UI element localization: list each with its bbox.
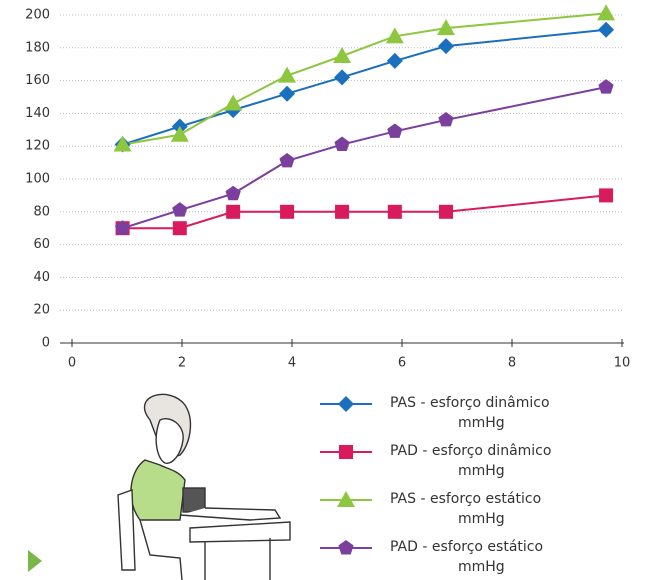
- y-tick-label: 200: [25, 8, 50, 23]
- x-tick-label: 4: [288, 356, 296, 371]
- marker: [337, 491, 355, 507]
- marker: [279, 85, 296, 102]
- marker: [387, 204, 402, 219]
- marker: [597, 4, 616, 21]
- series-line: [122, 86, 607, 230]
- x-tick-label: 8: [508, 356, 516, 371]
- marker: [335, 204, 350, 219]
- marker: [438, 38, 454, 55]
- x-tick-label: 2: [178, 356, 186, 371]
- marker: [387, 123, 403, 138]
- y-tick-label: 100: [25, 172, 50, 187]
- legend-swatch: [320, 540, 372, 555]
- y-tick-label: 0: [42, 336, 50, 351]
- marker: [386, 52, 403, 69]
- marker: [226, 204, 241, 219]
- marker: [598, 21, 615, 38]
- y-tick-label: 120: [25, 139, 50, 154]
- y-tick-label: 40: [33, 270, 50, 285]
- marker: [385, 27, 404, 44]
- y-tick-label: 140: [25, 106, 50, 121]
- marker: [333, 47, 352, 63]
- marker: [598, 79, 614, 94]
- y-tick-label: 160: [25, 73, 50, 88]
- legend-swatch: [320, 396, 372, 412]
- series-line: [122, 194, 607, 230]
- marker: [437, 19, 455, 36]
- y-tick-label: 60: [33, 237, 50, 252]
- legend-label: PAD - esforço estático mmHg: [390, 539, 544, 575]
- marker: [170, 125, 189, 142]
- marker: [114, 220, 131, 235]
- chart: 0 20 40 60 80 100 120 140 160 180 200 0 2 4 6 8 10: [25, 4, 631, 371]
- marker: [439, 204, 453, 219]
- marker: [279, 152, 295, 168]
- legend-label: PAS - esforço estático mmHg: [390, 491, 542, 527]
- legend-item: PAD - esforço estático mmHg: [318, 537, 638, 580]
- marker: [599, 188, 614, 203]
- x-tick-label: 6: [398, 356, 406, 371]
- legend-label: PAS - esforço dinâmico mmHg: [390, 395, 550, 431]
- marker: [278, 66, 297, 83]
- legend-swatch: [320, 445, 372, 459]
- marker: [280, 204, 295, 219]
- marker: [224, 94, 243, 111]
- legend-swatch: [320, 491, 372, 507]
- legend-item: PAS - esforço estático mmHg: [318, 489, 638, 533]
- marker: [225, 185, 241, 201]
- marker: [338, 540, 354, 555]
- marker: [113, 135, 132, 152]
- series-line: [122, 12, 607, 146]
- marker: [334, 136, 350, 152]
- marker: [172, 202, 188, 217]
- y-tick-label: 180: [25, 40, 50, 55]
- legend-label: PAD - esforço dinâmico mmHg: [390, 443, 552, 479]
- marker: [334, 69, 351, 86]
- legend-item: PAD - esforço dinâmico mmHg: [318, 441, 638, 485]
- marker: [172, 221, 187, 236]
- marker: [339, 445, 353, 459]
- marker: [338, 396, 354, 412]
- x-tick-label: 10: [614, 356, 631, 371]
- illustration: [28, 393, 291, 580]
- legend-item: PAS - esforço dinâmico mmHg: [318, 393, 638, 437]
- marker: [438, 111, 454, 127]
- x-tick-label: 0: [68, 356, 76, 371]
- y-tick-label: 80: [33, 204, 50, 219]
- series-line: [122, 28, 607, 146]
- y-tick-label: 20: [33, 303, 50, 318]
